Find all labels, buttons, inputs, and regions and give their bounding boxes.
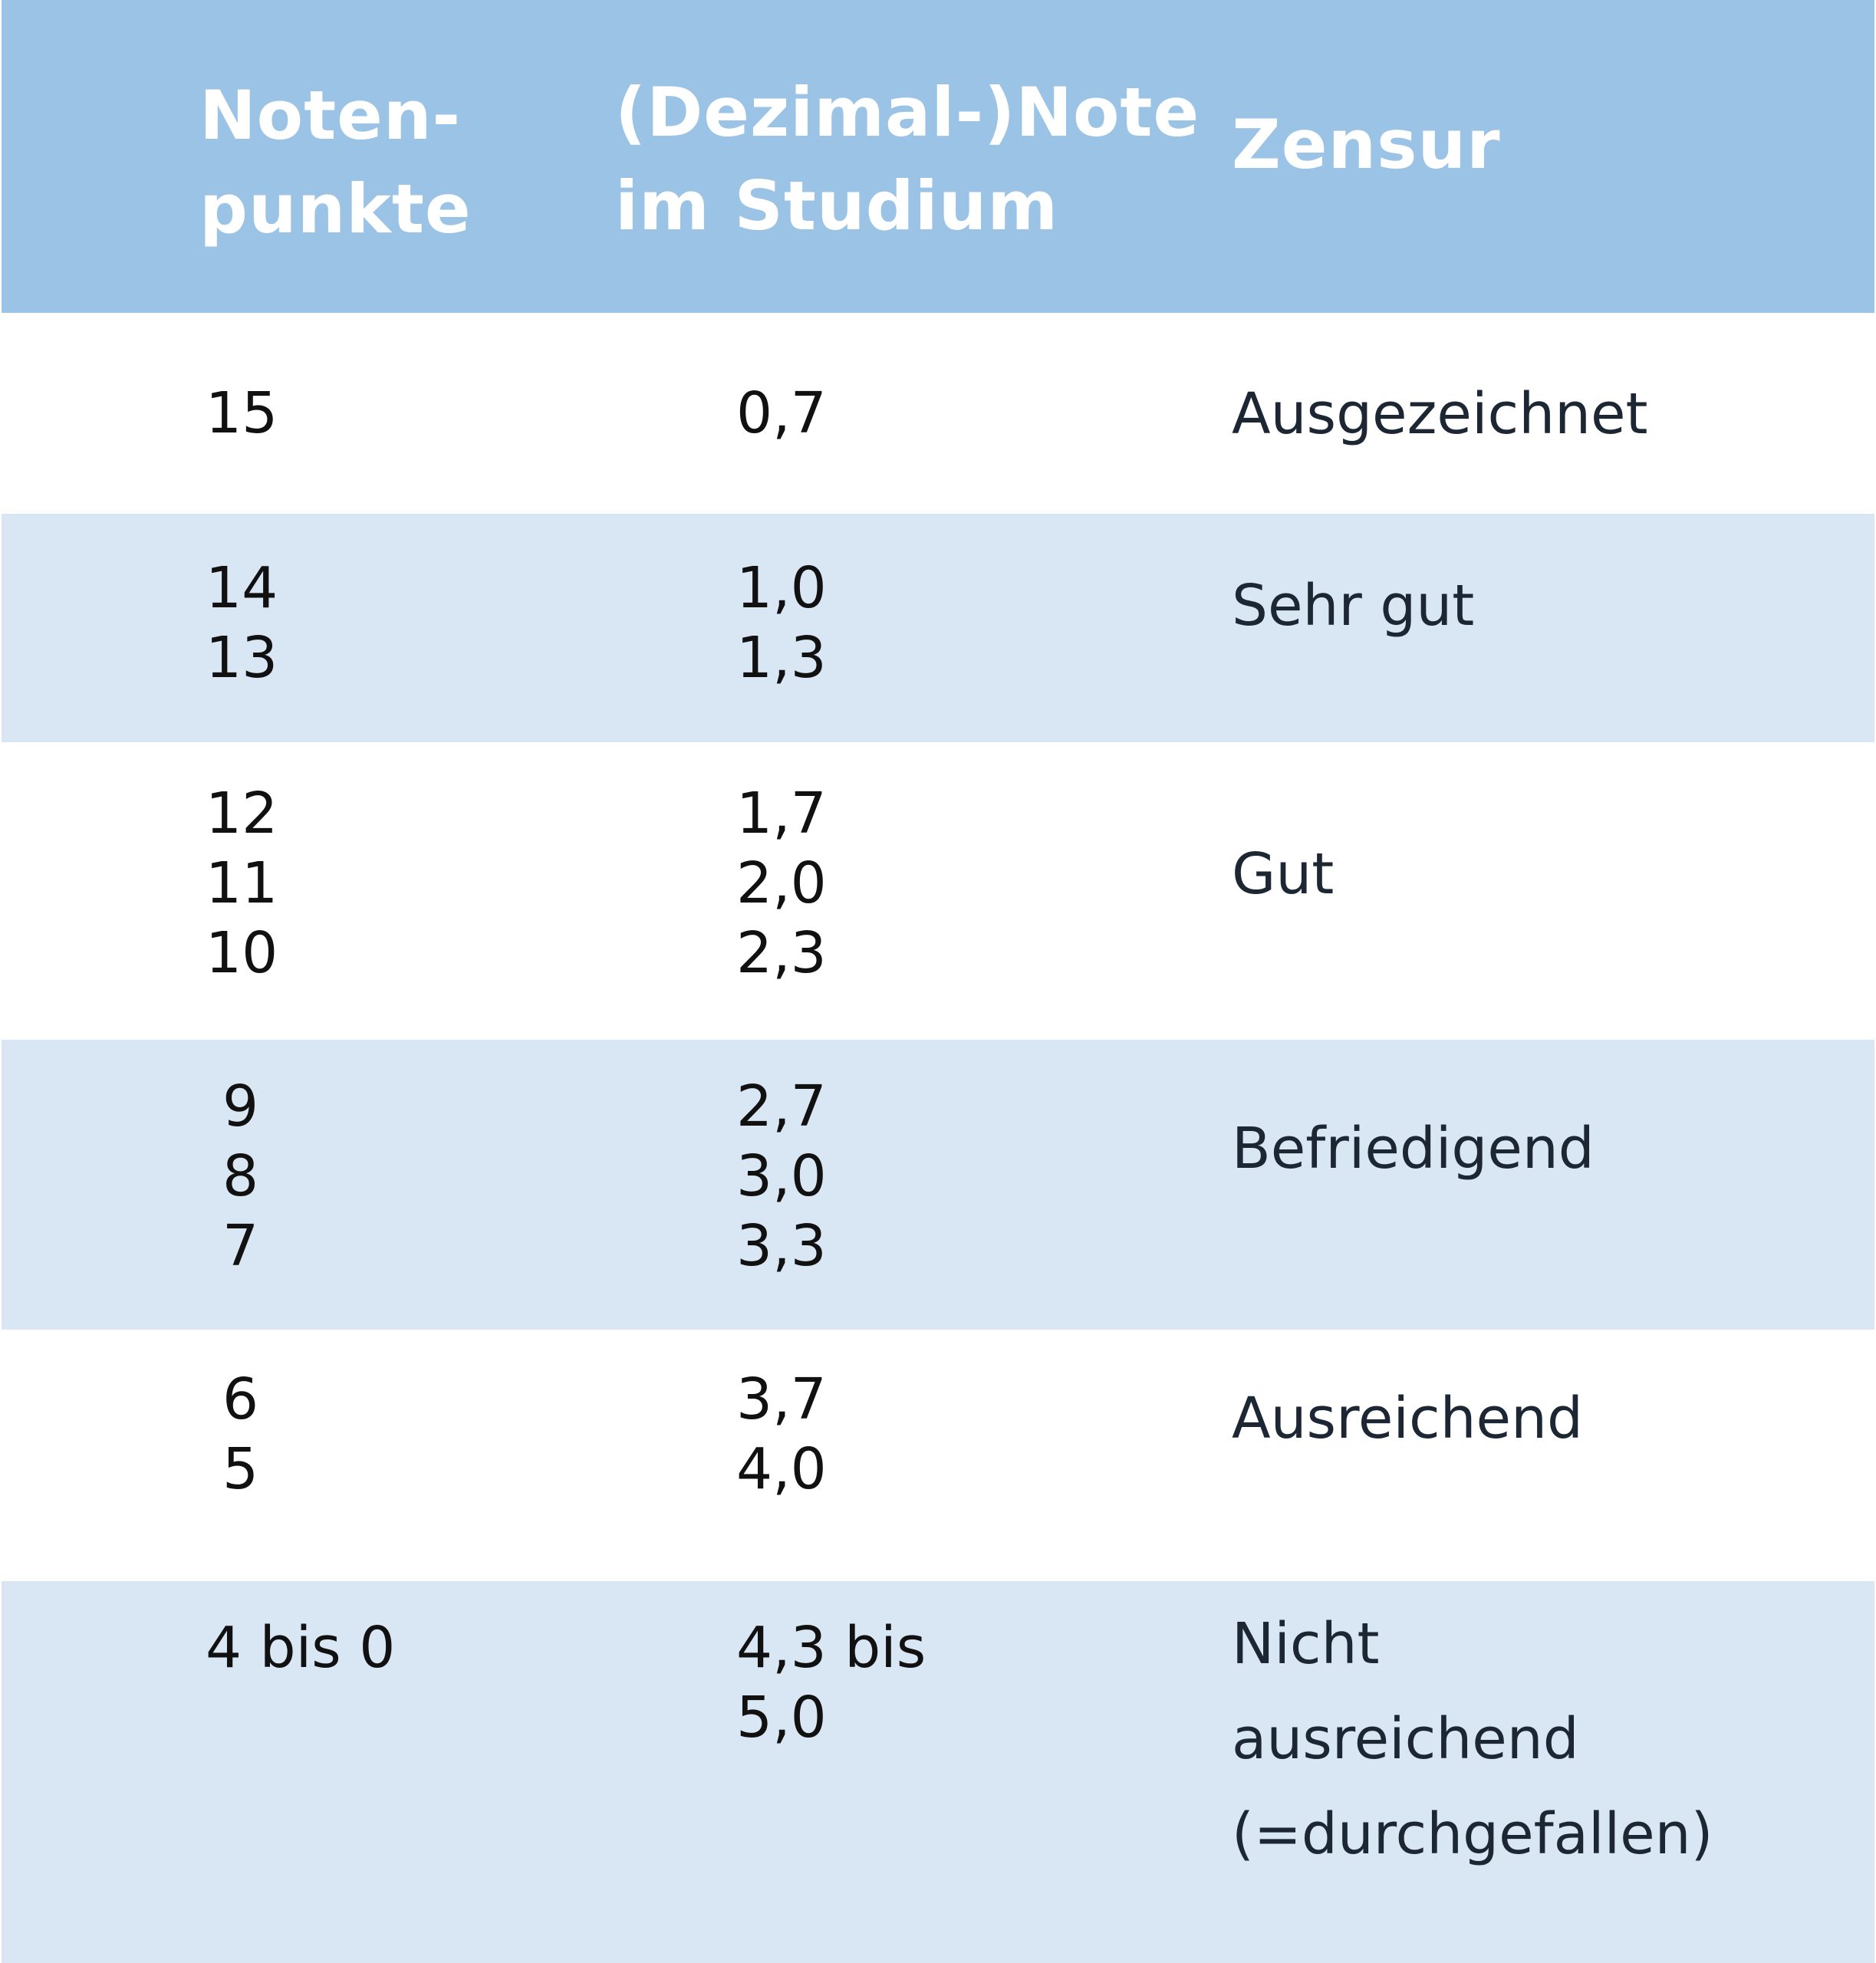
cell-note: 0,7: [736, 379, 827, 449]
note-value: 1,0: [736, 555, 827, 621]
note-value: 1,7: [736, 781, 827, 847]
header-zensur: Zensur: [1232, 98, 1501, 192]
cell-zensur: Ausreichend: [1232, 1371, 1583, 1466]
note-value: 3,3: [736, 1213, 827, 1279]
punkte-value: 5: [222, 1436, 259, 1502]
zensur-value: Ausgezeichnet: [1232, 381, 1648, 447]
note-value: 4,3 bis: [736, 1615, 926, 1681]
cell-zensur: Gut: [1232, 827, 1334, 922]
cell-zensur: Ausgezeichnet: [1232, 367, 1648, 462]
note-value: 4,0: [736, 1436, 827, 1502]
note-value: 1,3: [736, 625, 827, 691]
note-value: 2,0: [736, 850, 827, 916]
cell-zensur: Befriedigend: [1232, 1101, 1595, 1196]
zensur-value: Sehr gut: [1232, 573, 1475, 639]
punkte-value: 11: [206, 850, 278, 916]
zensur-value: Gut: [1232, 841, 1335, 907]
punkte-value: 6: [222, 1366, 259, 1432]
punkte-value: 10: [206, 920, 278, 986]
table-row: 4 bis 0 4,3 bis 5,0 Nicht ausreichend (=…: [2, 1581, 1874, 1963]
zensur-value: ausreichend: [1232, 1706, 1579, 1772]
cell-notenpunkte: 4 bis 0: [206, 1613, 395, 1683]
table-header: Noten- punkte (Dezimal-)Note im Studium …: [2, 0, 1874, 313]
note-value: 3,0: [736, 1143, 827, 1209]
header-notenpunkte: Noten- punkte: [199, 69, 472, 256]
punkte-value: 9: [222, 1074, 259, 1139]
note-value: 3,7: [736, 1366, 827, 1432]
note-value: 5,0: [736, 1685, 827, 1751]
cell-note: 2,7 3,0 3,3: [736, 1072, 827, 1281]
cell-zensur: Nicht ausreichend (=durchgefallen): [1232, 1596, 1713, 1882]
punkte-value: 12: [206, 781, 278, 847]
zensur-value: Ausreichend: [1232, 1386, 1583, 1452]
punkte-value: 4 bis 0: [206, 1615, 396, 1681]
table-row: 6 5 3,7 4,0 Ausreichend: [2, 1330, 1874, 1581]
table-row: 15 0,7 Ausgezeichnet: [2, 313, 1874, 514]
punkte-value: 8: [222, 1143, 259, 1209]
punkte-value: 7: [222, 1213, 259, 1279]
header-dezimalnote-line-1: (Dezimal-)Note: [615, 73, 1200, 152]
cell-note: 4,3 bis 5,0: [736, 1613, 926, 1753]
cell-notenpunkte: 9 8 7: [222, 1072, 258, 1281]
note-value: 2,7: [736, 1074, 827, 1139]
cell-zensur: Sehr gut: [1232, 558, 1474, 653]
header-notenpunkte-line-2: punkte: [199, 169, 472, 248]
header-dezimalnote: (Dezimal-)Note im Studium: [615, 66, 1200, 253]
note-value: 2,3: [736, 920, 827, 986]
header-notenpunkte-line-1: Noten-: [199, 76, 462, 155]
punkte-value: 13: [206, 625, 278, 691]
table-row: 9 8 7 2,7 3,0 3,3 Befriedigend: [2, 1040, 1874, 1330]
cell-note: 3,7 4,0: [736, 1365, 827, 1504]
cell-note: 1,7 2,0 2,3: [736, 779, 827, 988]
table-row: 12 11 10 1,7 2,0 2,3 Gut: [2, 742, 1874, 1040]
punkte-value: 14: [206, 555, 278, 621]
cell-notenpunkte: 12 11 10: [206, 779, 278, 988]
note-value: 0,7: [736, 380, 827, 446]
zensur-value: (=durchgefallen): [1232, 1801, 1713, 1867]
zensur-value: Befriedigend: [1232, 1116, 1595, 1182]
cell-notenpunkte: 14 13: [206, 554, 278, 693]
punkte-value: 15: [206, 380, 278, 446]
cell-notenpunkte: 6 5: [222, 1365, 258, 1504]
zensur-value: Nicht: [1232, 1611, 1380, 1677]
table-row: 14 13 1,0 1,3 Sehr gut: [2, 514, 1874, 742]
cell-note: 1,0 1,3: [736, 554, 827, 693]
header-zensur-line-1: Zensur: [1232, 105, 1501, 184]
header-dezimalnote-line-2: im Studium: [615, 166, 1059, 245]
cell-notenpunkte: 15: [206, 379, 278, 449]
